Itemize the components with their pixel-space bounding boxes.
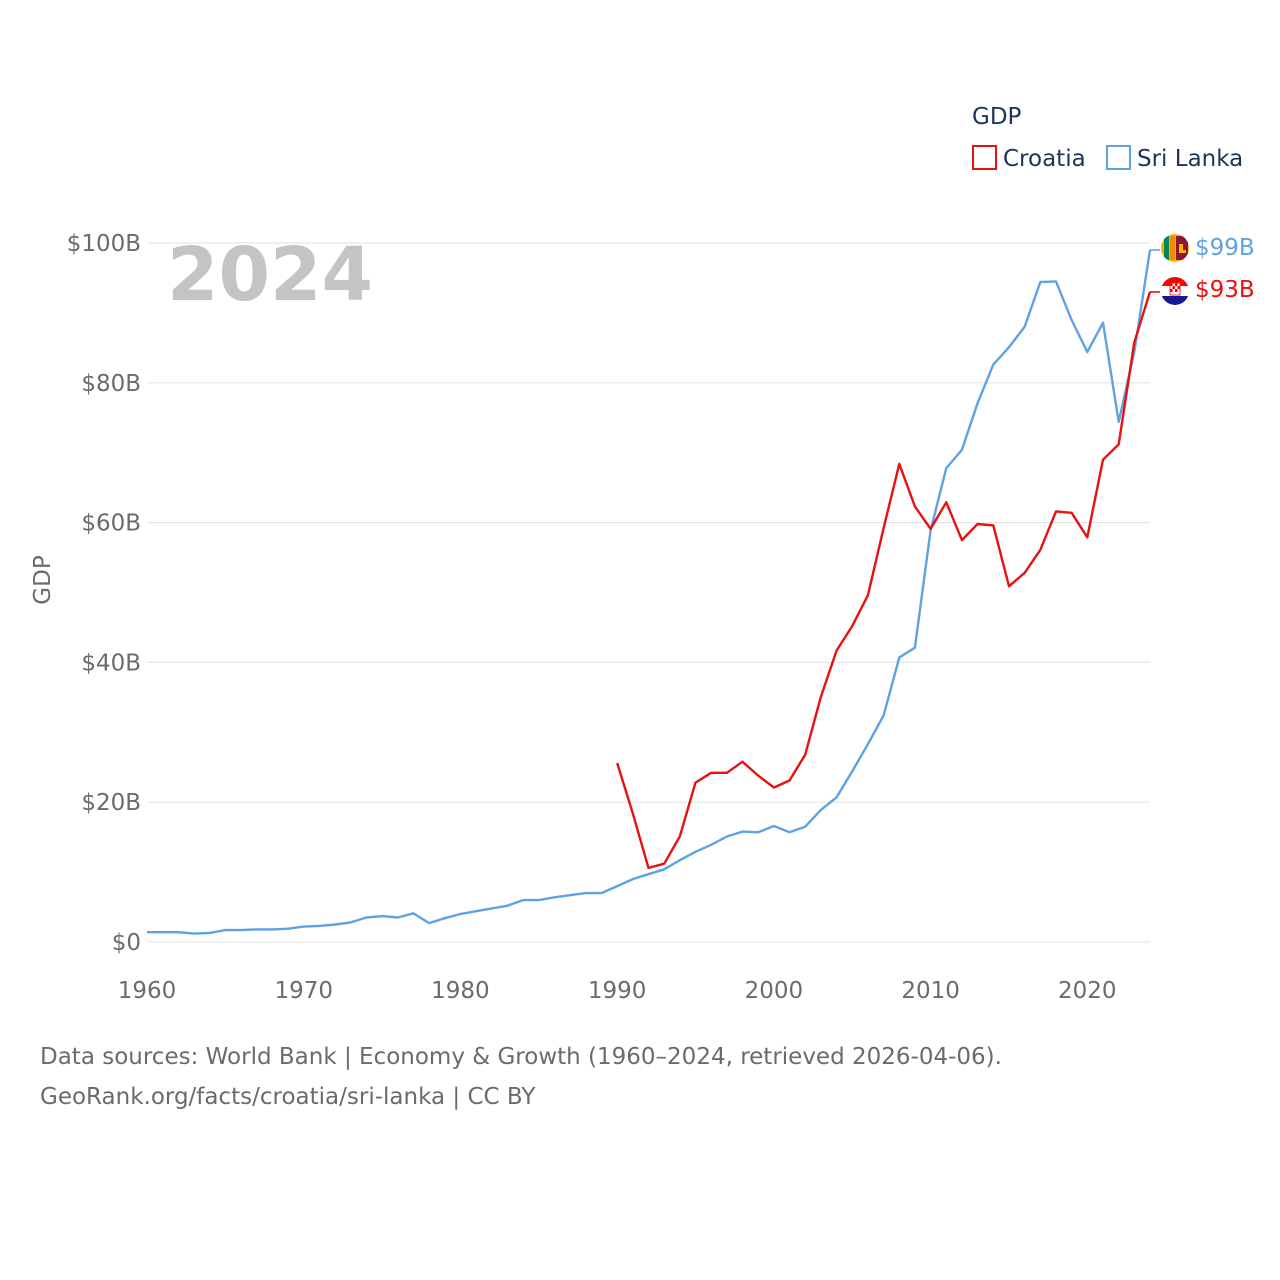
- x-tick-label: 2020: [1058, 978, 1117, 1004]
- y-tick-label: $100B: [67, 231, 141, 257]
- legend-swatch-croatia: [972, 145, 997, 170]
- x-tick-label: 1980: [431, 978, 490, 1004]
- series-line-sri-lanka: [147, 249, 1152, 935]
- year-watermark: 2024: [167, 232, 373, 318]
- x-tick-label: 1960: [118, 978, 177, 1004]
- sri-lanka-flag-icon: [1161, 234, 1189, 262]
- source-attribution: Data sources: World Bank | Economy & Gro…: [40, 1044, 1002, 1070]
- croatia-end-marker: $93B: [1161, 277, 1255, 305]
- croatia-flag-icon: [1161, 277, 1189, 305]
- gridlines: [147, 242, 1150, 943]
- legend-swatch-sri-lanka: [1106, 145, 1131, 170]
- legend-label-croatia: Croatia: [1003, 146, 1086, 172]
- y-tick-label: $80B: [81, 371, 141, 397]
- y-axis-title: GDP: [30, 555, 56, 605]
- source-url[interactable]: GeoRank.org/facts/croatia/sri-lanka | CC…: [40, 1084, 536, 1110]
- legend-item-croatia[interactable]: Croatia: [972, 145, 1086, 172]
- y-tick-label: $60B: [81, 511, 141, 537]
- x-axis-ticks: 1960 1970 1980 1990 2000 2010 2020: [118, 978, 1117, 1004]
- sri-lanka-end-marker: $99B: [1161, 234, 1255, 262]
- series-lines: [147, 249, 1160, 935]
- y-axis-ticks: $0 $20B $40B $60B $80B $100B: [67, 231, 141, 956]
- y-tick-label: $40B: [81, 650, 141, 676]
- x-tick-label: 1970: [274, 978, 333, 1004]
- x-tick-label: 1990: [588, 978, 647, 1004]
- legend-label-sri-lanka: Sri Lanka: [1137, 146, 1243, 172]
- x-tick-label: 2010: [901, 978, 960, 1004]
- x-tick-label: 2000: [745, 978, 804, 1004]
- sri-lanka-end-value: $99B: [1195, 235, 1255, 261]
- y-tick-label: $0: [112, 930, 141, 956]
- legend-item-sri-lanka[interactable]: Sri Lanka: [1106, 145, 1243, 172]
- series-line-croatia: [616, 291, 1152, 870]
- legend: GDP Croatia Sri Lanka: [972, 104, 1243, 172]
- y-tick-label: $20B: [81, 790, 141, 816]
- croatia-end-value: $93B: [1195, 277, 1255, 303]
- legend-title: GDP: [972, 104, 1022, 130]
